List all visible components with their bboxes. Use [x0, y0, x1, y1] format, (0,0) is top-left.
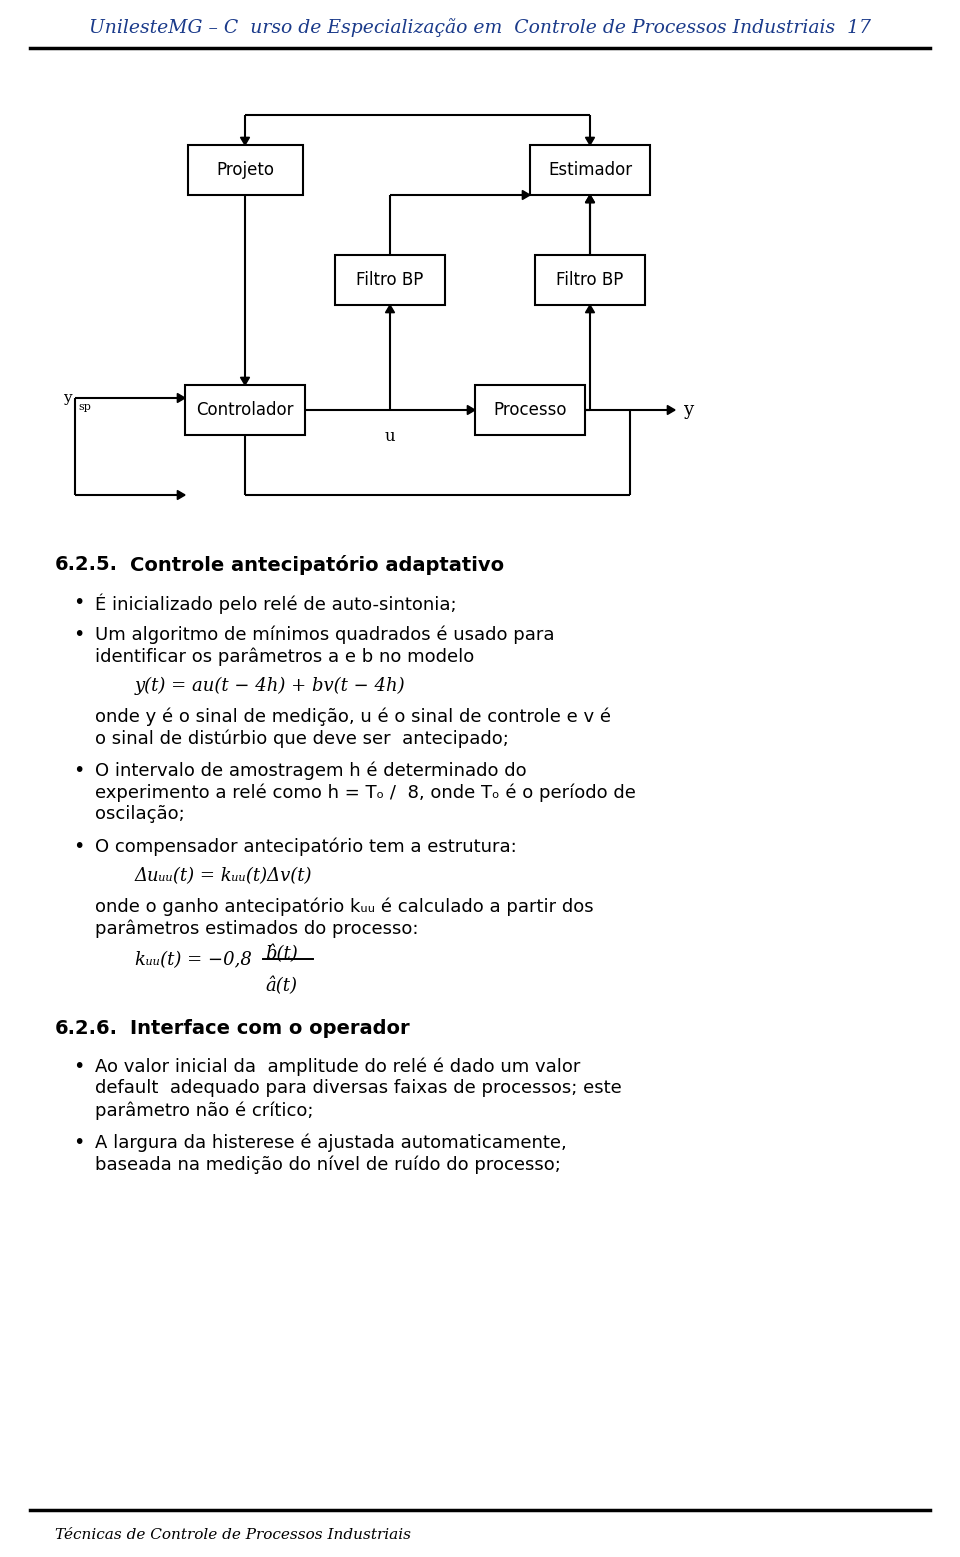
Polygon shape	[178, 394, 185, 403]
Text: Interface com o operador: Interface com o operador	[130, 1018, 410, 1039]
Polygon shape	[586, 137, 594, 145]
Text: •: •	[73, 1133, 84, 1152]
Bar	[535, 255, 645, 305]
Text: O intervalo de amostragem h é determinado do: O intervalo de amostragem h é determinad…	[95, 761, 527, 780]
Bar	[335, 255, 445, 305]
Text: 6.2.5.: 6.2.5.	[55, 554, 118, 575]
Text: Técnicas de Controle de Processos Industriais: Técnicas de Controle de Processos Indust…	[55, 1527, 411, 1541]
Text: O compensador antecipatório tem a estrutura:: O compensador antecipatório tem a estrut…	[95, 838, 516, 855]
Text: kᵤᵤ(t) = −0,8: kᵤᵤ(t) = −0,8	[135, 951, 252, 968]
Text: y: y	[63, 391, 72, 405]
Text: y: y	[683, 402, 693, 419]
Text: Um algoritmo de mínimos quadrados é usado para: Um algoritmo de mínimos quadrados é usad…	[95, 624, 555, 643]
Text: oscilação;: oscilação;	[95, 805, 184, 824]
Text: default  adequado para diversas faixas de processos; este: default adequado para diversas faixas de…	[95, 1079, 622, 1098]
Bar	[475, 385, 585, 434]
Text: •: •	[73, 1057, 84, 1076]
Text: parâmetro não é crítico;: parâmetro não é crítico;	[95, 1101, 314, 1119]
Text: onde o ganho antecipatório kᵤᵤ é calculado a partir dos: onde o ganho antecipatório kᵤᵤ é calcula…	[95, 897, 593, 916]
Polygon shape	[178, 490, 185, 500]
Text: A largura da histerese é ajustada automaticamente,: A largura da histerese é ajustada automa…	[95, 1133, 566, 1152]
Text: É inicializado pelo relé de auto-sintonia;: É inicializado pelo relé de auto-sintoni…	[95, 593, 457, 613]
Text: UnilesteMG – C  urso de Especialização em  Controle de Processos Industriais  17: UnilesteMG – C urso de Especialização em…	[89, 19, 871, 37]
Text: Controlador: Controlador	[196, 402, 294, 419]
Polygon shape	[586, 195, 594, 202]
Text: y(t) = au(t − 4h) + bv(t − 4h): y(t) = au(t − 4h) + bv(t − 4h)	[135, 677, 406, 696]
Text: Δuᵤᵤ(t) = kᵤᵤ(t)Δv(t): Δuᵤᵤ(t) = kᵤᵤ(t)Δv(t)	[135, 867, 313, 884]
Polygon shape	[522, 190, 530, 199]
Text: onde y é o sinal de medição, u é o sinal de controle e v é: onde y é o sinal de medição, u é o sinal…	[95, 707, 611, 726]
Text: Processo: Processo	[493, 402, 566, 419]
Text: â(t): â(t)	[265, 976, 297, 995]
Text: Controle antecipatório adaptativo: Controle antecipatório adaptativo	[130, 554, 504, 575]
Polygon shape	[241, 137, 250, 145]
Polygon shape	[241, 377, 250, 385]
Polygon shape	[586, 305, 594, 313]
Text: •: •	[73, 761, 84, 780]
Text: experimento a relé como h = Tₒ /  8, onde Tₒ é o período de: experimento a relé como h = Tₒ / 8, onde…	[95, 783, 636, 802]
Polygon shape	[468, 405, 475, 414]
Text: b̂(t): b̂(t)	[265, 945, 298, 964]
Text: Filtro BP: Filtro BP	[356, 271, 423, 290]
Polygon shape	[667, 405, 675, 414]
Text: o sinal de distúrbio que deve ser  antecipado;: o sinal de distúrbio que deve ser anteci…	[95, 729, 509, 747]
Text: Ao valor inicial da  amplitude do relé é dado um valor: Ao valor inicial da amplitude do relé é …	[95, 1057, 581, 1076]
Bar	[185, 385, 305, 434]
Text: •: •	[73, 593, 84, 612]
Bar	[530, 145, 650, 195]
Text: identificar os parâmetros a e b no modelo: identificar os parâmetros a e b no model…	[95, 648, 474, 665]
Text: Filtro BP: Filtro BP	[556, 271, 624, 290]
Polygon shape	[586, 195, 594, 202]
Polygon shape	[386, 305, 395, 313]
Text: u: u	[385, 428, 396, 445]
Text: baseada na medição do nível de ruído do processo;: baseada na medição do nível de ruído do …	[95, 1155, 561, 1174]
Text: •: •	[73, 624, 84, 645]
Bar	[187, 145, 302, 195]
Text: 6.2.6.: 6.2.6.	[55, 1018, 118, 1039]
Text: Projeto: Projeto	[216, 160, 274, 179]
Text: Estimador: Estimador	[548, 160, 632, 179]
Text: •: •	[73, 838, 84, 856]
Text: sp: sp	[78, 402, 91, 413]
Text: parâmetros estimados do processo:: parâmetros estimados do processo:	[95, 919, 419, 937]
